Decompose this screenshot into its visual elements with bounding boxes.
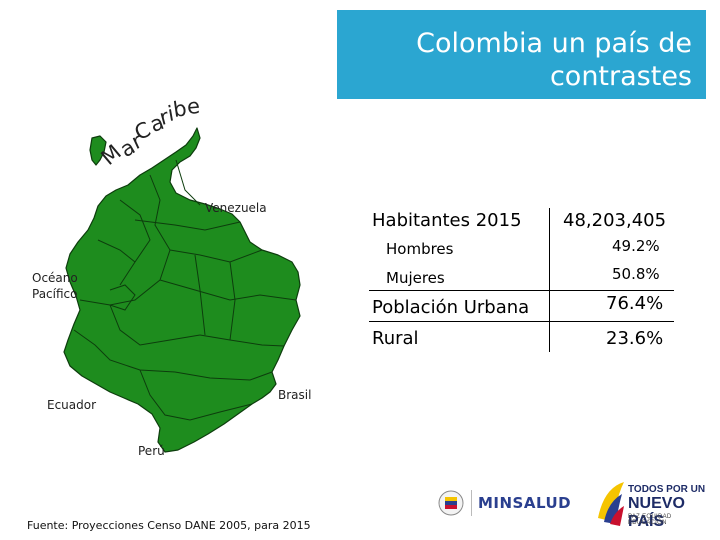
dept-border [174,371,273,381]
habitantes-label: Habitantes 2015 [372,210,522,231]
dept-border [134,219,241,231]
rural-value: 23.6% [606,328,664,349]
dept-border [79,279,161,306]
dept-border [149,174,171,281]
dept-border [73,329,176,373]
rural-label: Rural [372,328,419,349]
mujeres-value: 50.8% [612,265,660,283]
nuevo-pais-emblem-icon [598,482,624,526]
sea-letter: e [185,93,201,119]
san-andres-island [89,135,107,166]
stats-divider-vertical [549,208,550,352]
dept-border [199,334,285,347]
hombres-value: 49.2% [612,237,660,255]
coat-of-arms-icon [438,490,464,516]
source-note: Fuente: Proyecciones Censo DANE 2005, pa… [27,519,311,532]
dept-border [229,261,236,341]
label-ocean: Océano Pacífico [32,271,78,301]
dept-border [97,239,136,263]
label-brasil: Brasil [278,388,312,402]
stats-divider-horizontal [369,290,674,291]
label-venezuela: Venezuela [205,201,267,215]
dept-border [109,284,136,311]
nuevo-pais-line-3: PAZ EQUIDAD EDUCACIÓN [628,514,672,526]
dept-border [175,159,201,206]
logo-separator [471,490,472,516]
nuevo-pais-line-1: TODOS POR UN [628,484,706,495]
title-banner: Colombia un país de contrastes [337,10,706,99]
habitantes-value: 48,203,405 [563,210,667,231]
minsalud-logo: MINSALUD [437,485,585,521]
title-line-1: Colombia un país de [416,28,692,59]
dept-border [159,279,297,301]
urbana-value: 76.4% [606,293,664,314]
minsalud-text: MINSALUD [478,494,572,512]
label-peru: Perú [138,444,165,458]
dept-border [194,254,206,336]
label-ecuador: Ecuador [47,398,97,412]
nuevo-pais-line-2: NUEVO PAÍS [628,495,685,530]
dept-border [109,304,201,346]
dept-border [119,199,151,286]
dept-border [169,249,263,263]
colombia-territory [63,127,301,453]
urbana-label: Población Urbana [372,297,530,318]
hombres-label: Hombres [386,240,454,258]
stats-divider-horizontal [369,321,674,322]
nuevo-pais-logo: TODOS POR UN NUEVO PAÍS PAZ EQUIDAD EDUC… [594,474,712,530]
dept-border [139,369,253,421]
title-line-2: contrastes [549,61,692,92]
mujeres-label: Mujeres [386,269,445,287]
